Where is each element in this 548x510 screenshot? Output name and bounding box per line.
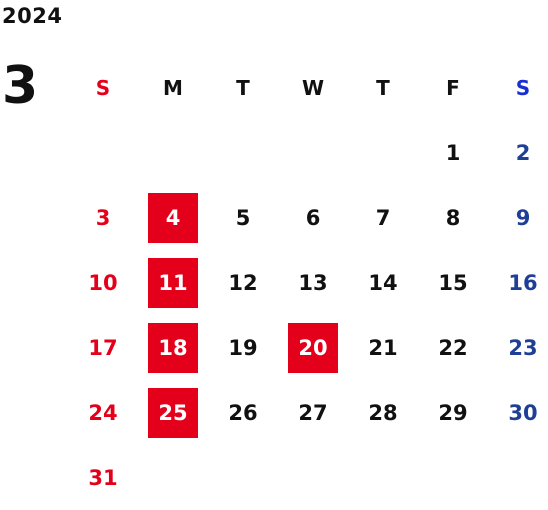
day-number-highlighted: 20 — [288, 322, 338, 373]
day-cell-empty — [68, 120, 138, 185]
day-cell-11-highlighted: 11 — [138, 250, 208, 315]
day-number: 19 — [228, 335, 258, 360]
weekday-header-wednesday: W — [301, 75, 325, 100]
day-cell-28: 28 — [348, 380, 418, 445]
day-cell-1: 1 — [418, 120, 488, 185]
weekday-header-saturday: S — [515, 75, 531, 100]
day-cell-26: 26 — [208, 380, 278, 445]
day-cell-14: 14 — [348, 250, 418, 315]
day-number-highlighted: 25 — [148, 387, 198, 438]
day-cell-3: 3 — [68, 185, 138, 250]
day-cell-2: 2 — [488, 120, 548, 185]
day-cell-10: 10 — [68, 250, 138, 315]
weekday-header-monday: M — [163, 75, 183, 100]
weekday-header-tuesday: T — [236, 75, 250, 100]
day-cell-empty — [138, 120, 208, 185]
day-number — [218, 453, 268, 503]
day-cell-empty — [278, 445, 348, 510]
day-number: 6 — [305, 205, 321, 230]
day-number: 1 — [445, 140, 461, 165]
day-number — [288, 128, 338, 178]
day-number: 28 — [368, 400, 398, 425]
day-number — [498, 453, 548, 503]
day-number: 27 — [298, 400, 328, 425]
calendar-grid: S M T W T F S 1 2 3 4 5 6 7 8 9 10 11 12… — [68, 55, 548, 510]
day-cell-31: 31 — [68, 445, 138, 510]
day-number: 22 — [438, 335, 468, 360]
day-cell-7: 7 — [348, 185, 418, 250]
day-number: 13 — [298, 270, 328, 295]
day-cell-21: 21 — [348, 315, 418, 380]
day-number — [288, 453, 338, 503]
day-number — [148, 453, 198, 503]
day-number: 14 — [368, 270, 398, 295]
day-cell-empty — [418, 445, 488, 510]
day-number — [428, 453, 478, 503]
day-cell-empty — [208, 445, 278, 510]
day-cell-9: 9 — [488, 185, 548, 250]
day-cell-empty — [488, 445, 548, 510]
day-cell-6: 6 — [278, 185, 348, 250]
weekday-header-thursday: T — [376, 75, 390, 100]
day-number: 10 — [88, 270, 118, 295]
day-cell-19: 19 — [208, 315, 278, 380]
day-number: 16 — [508, 270, 538, 295]
day-number — [358, 128, 408, 178]
day-cell-4-highlighted: 4 — [138, 185, 208, 250]
day-number: 30 — [508, 400, 538, 425]
day-number-highlighted: 18 — [148, 322, 198, 373]
year-label: 2024 — [2, 4, 63, 28]
weekday-header-friday: F — [446, 75, 460, 100]
day-number — [78, 128, 128, 178]
day-cell-8: 8 — [418, 185, 488, 250]
day-cell-12: 12 — [208, 250, 278, 315]
day-cell-empty — [208, 120, 278, 185]
day-number: 29 — [438, 400, 468, 425]
day-number: 7 — [375, 205, 391, 230]
day-number-highlighted: 11 — [148, 257, 198, 308]
day-number: 8 — [445, 205, 461, 230]
month-number: 3 — [2, 56, 39, 116]
day-number: 5 — [235, 205, 251, 230]
day-cell-20-highlighted: 20 — [278, 315, 348, 380]
day-number: 2 — [515, 140, 531, 165]
day-cell-29: 29 — [418, 380, 488, 445]
day-cell-5: 5 — [208, 185, 278, 250]
weekday-header-sunday: S — [95, 75, 111, 100]
day-cell-24: 24 — [68, 380, 138, 445]
day-number: 9 — [515, 205, 531, 230]
day-cell-15: 15 — [418, 250, 488, 315]
day-number: 17 — [88, 335, 118, 360]
day-cell-empty — [278, 120, 348, 185]
day-cell-23: 23 — [488, 315, 548, 380]
day-cell-18-highlighted: 18 — [138, 315, 208, 380]
day-cell-empty — [138, 445, 208, 510]
day-cell-16: 16 — [488, 250, 548, 315]
day-number: 31 — [88, 465, 118, 490]
day-number — [148, 128, 198, 178]
day-number: 26 — [228, 400, 258, 425]
day-cell-empty — [348, 120, 418, 185]
day-cell-30: 30 — [488, 380, 548, 445]
day-cell-empty — [348, 445, 418, 510]
day-cell-13: 13 — [278, 250, 348, 315]
day-number: 23 — [508, 335, 538, 360]
day-number: 24 — [88, 400, 118, 425]
day-number: 3 — [95, 205, 111, 230]
day-cell-22: 22 — [418, 315, 488, 380]
day-number — [358, 453, 408, 503]
day-number — [218, 128, 268, 178]
day-cell-27: 27 — [278, 380, 348, 445]
day-number: 21 — [368, 335, 398, 360]
day-number: 15 — [438, 270, 468, 295]
day-cell-17: 17 — [68, 315, 138, 380]
day-number: 12 — [228, 270, 258, 295]
day-number-highlighted: 4 — [148, 192, 198, 243]
day-cell-25-highlighted: 25 — [138, 380, 208, 445]
